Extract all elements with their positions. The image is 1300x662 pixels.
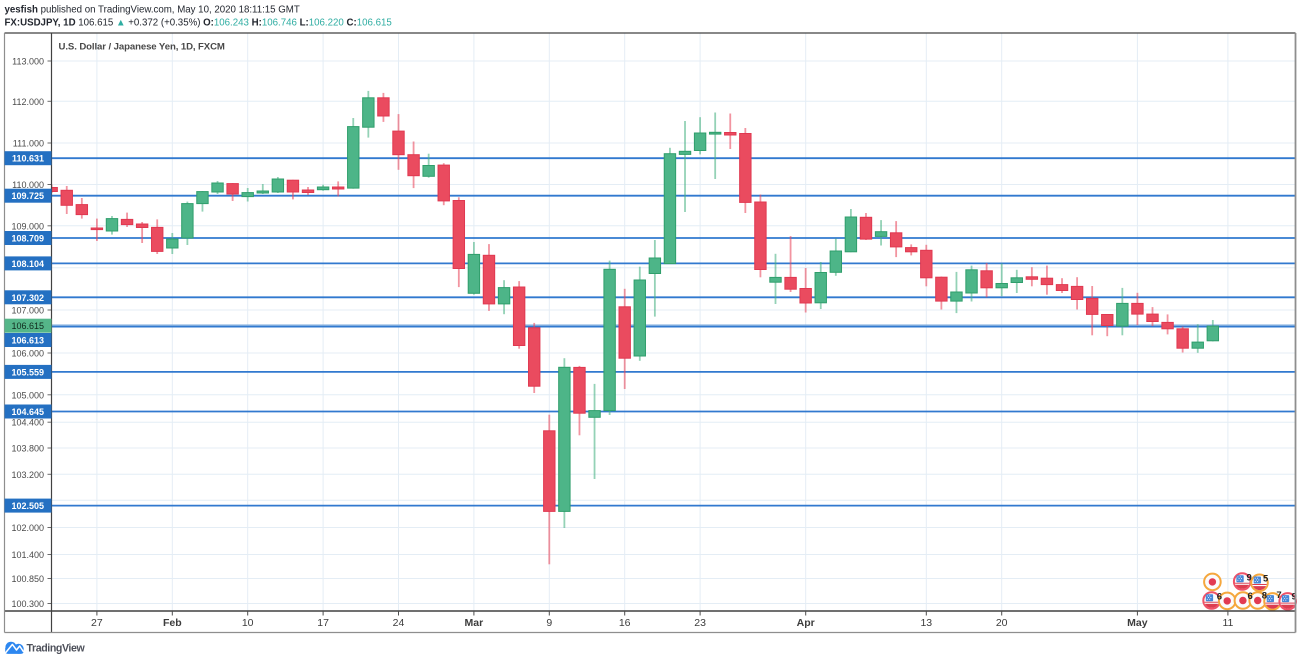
- svg-text:105.000: 105.000: [11, 390, 44, 400]
- svg-text:Feb: Feb: [163, 617, 182, 629]
- svg-text:U.S. Dollar / Japanese Yen, 1D: U.S. Dollar / Japanese Yen, 1D, FXCM: [59, 42, 225, 53]
- svg-text:112.000: 112.000: [12, 97, 44, 107]
- svg-text:106.613: 106.613: [11, 336, 44, 346]
- svg-text:8: 8: [1262, 591, 1267, 602]
- svg-text:108.709: 108.709: [11, 234, 44, 244]
- svg-text:104.645: 104.645: [11, 407, 44, 417]
- svg-text:103.800: 103.800: [11, 444, 44, 454]
- svg-text:110.000: 110.000: [12, 180, 44, 190]
- svg-text:101.400: 101.400: [11, 550, 44, 560]
- svg-text:Apr: Apr: [797, 617, 815, 629]
- svg-text:Mar: Mar: [465, 617, 484, 629]
- svg-text:13: 13: [920, 617, 932, 629]
- svg-text:102.000: 102.000: [11, 523, 44, 533]
- svg-text:yesfish published on TradingVi: yesfish published on TradingView.com, Ma…: [5, 4, 300, 15]
- svg-text:6: 6: [1248, 591, 1253, 602]
- svg-text:16: 16: [619, 617, 631, 629]
- svg-text:103.200: 103.200: [11, 470, 44, 480]
- svg-text:109.000: 109.000: [11, 221, 44, 231]
- svg-text:11: 11: [1222, 617, 1233, 629]
- svg-text:111.000: 111.000: [13, 139, 44, 149]
- svg-text:TradingView: TradingView: [27, 643, 86, 655]
- svg-text:110.631: 110.631: [12, 154, 44, 164]
- svg-text:100.850: 100.850: [11, 574, 44, 584]
- svg-text:109.725: 109.725: [11, 191, 44, 201]
- svg-text:9: 9: [1247, 572, 1252, 583]
- svg-text:9: 9: [1292, 591, 1297, 602]
- svg-text:9: 9: [546, 617, 552, 629]
- svg-text:7: 7: [1276, 590, 1281, 601]
- svg-text:113.000: 113.000: [12, 57, 44, 67]
- svg-text:5: 5: [1263, 574, 1269, 585]
- svg-text:102.505: 102.505: [11, 501, 44, 511]
- svg-text:104.400: 104.400: [11, 418, 44, 428]
- svg-text:100.300: 100.300: [11, 599, 44, 609]
- svg-text:108.104: 108.104: [11, 259, 44, 269]
- svg-text:23: 23: [694, 617, 706, 629]
- svg-text:105.559: 105.559: [11, 367, 44, 377]
- svg-text:10: 10: [242, 617, 254, 629]
- svg-text:27: 27: [91, 617, 103, 629]
- svg-text:17: 17: [317, 617, 329, 629]
- svg-text:20: 20: [996, 617, 1008, 629]
- svg-text:107.302: 107.302: [11, 293, 44, 303]
- svg-text:106.000: 106.000: [11, 349, 44, 359]
- svg-text:24: 24: [393, 617, 405, 629]
- svg-text:107.000: 107.000: [11, 306, 44, 316]
- svg-text:FX:USDJPY, 1D 106.615 ▲ +0.372: FX:USDJPY, 1D 106.615 ▲ +0.372 (+0.35%) …: [5, 17, 392, 28]
- svg-text:May: May: [1127, 617, 1148, 629]
- svg-text:106.615: 106.615: [11, 321, 44, 331]
- svg-text:6: 6: [1217, 591, 1222, 602]
